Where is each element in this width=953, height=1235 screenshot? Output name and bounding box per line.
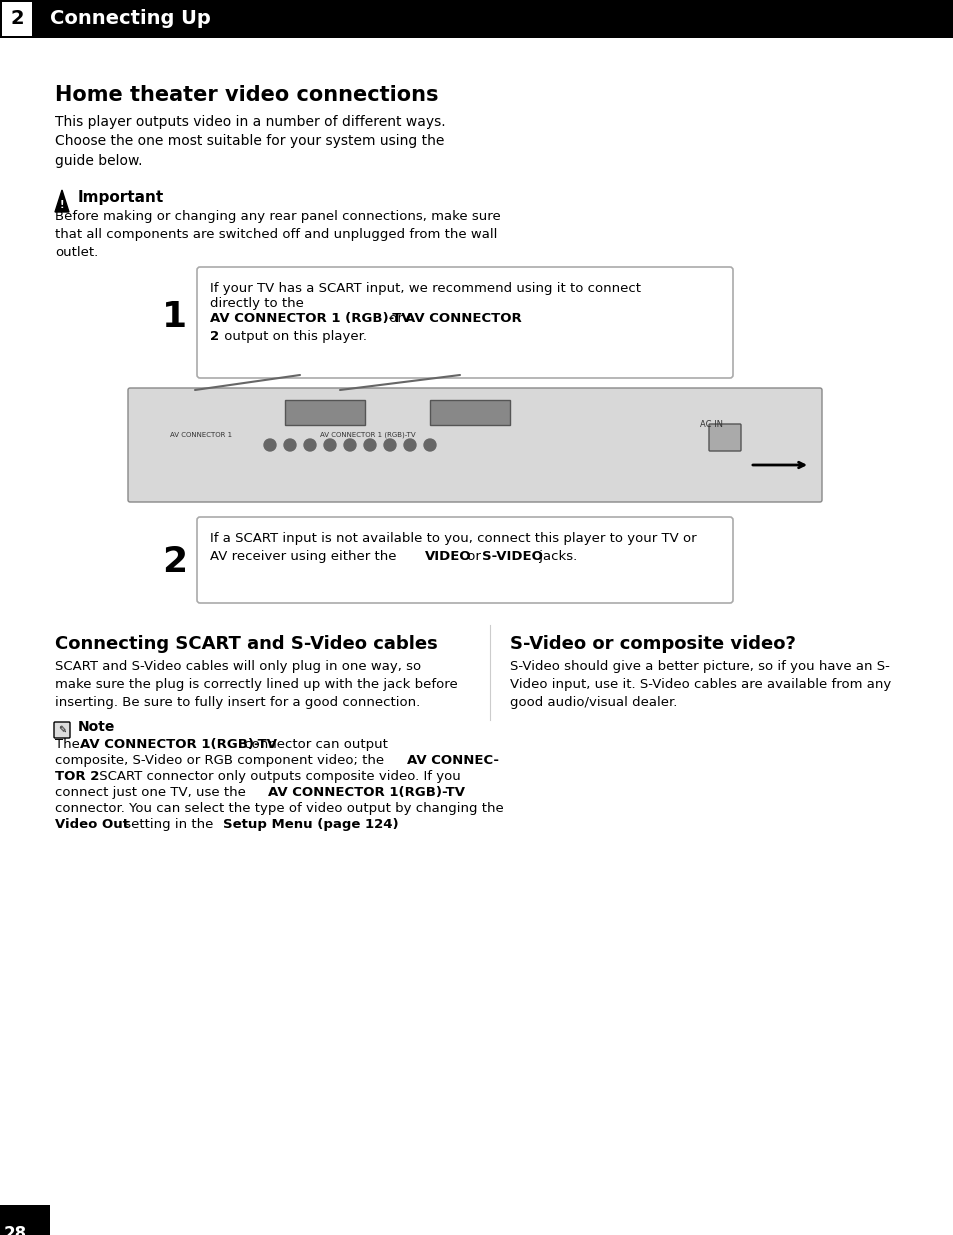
Circle shape xyxy=(324,438,335,451)
Text: output on this player.: output on this player. xyxy=(220,330,367,343)
Circle shape xyxy=(344,438,355,451)
Text: 1: 1 xyxy=(162,300,188,333)
Text: SCART and S-Video cables will only plug in one way, so
make sure the plug is cor: SCART and S-Video cables will only plug … xyxy=(55,659,457,709)
Polygon shape xyxy=(55,190,69,212)
Text: composite, S-Video or RGB component video; the: composite, S-Video or RGB component vide… xyxy=(55,755,388,767)
FancyBboxPatch shape xyxy=(285,400,365,425)
Text: AV CONNEC-: AV CONNEC- xyxy=(407,755,498,767)
Text: Important: Important xyxy=(78,190,164,205)
Text: Before making or changing any rear panel connections, make sure
that all compone: Before making or changing any rear panel… xyxy=(55,210,500,259)
Text: AV CONNECTOR 1(RGB)-TV: AV CONNECTOR 1(RGB)-TV xyxy=(268,785,464,799)
FancyBboxPatch shape xyxy=(54,722,70,739)
Text: AV CONNECTOR 1: AV CONNECTOR 1 xyxy=(170,432,232,438)
FancyBboxPatch shape xyxy=(196,517,732,603)
Text: If your TV has a SCART input, we recommend using it to connect
directly to the: If your TV has a SCART input, we recomme… xyxy=(210,282,640,310)
Text: AC IN: AC IN xyxy=(700,420,722,429)
Text: Video Out: Video Out xyxy=(55,818,129,831)
Text: The: The xyxy=(55,739,84,751)
Circle shape xyxy=(423,438,436,451)
FancyBboxPatch shape xyxy=(0,1205,50,1235)
FancyBboxPatch shape xyxy=(2,2,32,36)
Text: connector can output: connector can output xyxy=(240,739,388,751)
Text: connect just one TV, use the: connect just one TV, use the xyxy=(55,785,250,799)
Text: SCART connector only outputs composite video. If you: SCART connector only outputs composite v… xyxy=(95,769,460,783)
FancyBboxPatch shape xyxy=(708,424,740,451)
Text: .: . xyxy=(388,818,392,831)
FancyBboxPatch shape xyxy=(0,0,953,38)
Circle shape xyxy=(384,438,395,451)
FancyBboxPatch shape xyxy=(128,388,821,501)
Circle shape xyxy=(364,438,375,451)
Text: or: or xyxy=(462,550,485,563)
Text: setting in the: setting in the xyxy=(120,818,217,831)
Text: AV CONNECTOR 1 (RGB)-TV: AV CONNECTOR 1 (RGB)-TV xyxy=(319,432,416,438)
FancyBboxPatch shape xyxy=(196,267,732,378)
Text: AV receiver using either the: AV receiver using either the xyxy=(210,550,400,563)
Circle shape xyxy=(284,438,295,451)
Circle shape xyxy=(403,438,416,451)
Text: 2: 2 xyxy=(10,10,24,28)
Text: jacks.: jacks. xyxy=(535,550,577,563)
Text: This player outputs video in a number of different ways.
Choose the one most sui: This player outputs video in a number of… xyxy=(55,115,445,168)
Circle shape xyxy=(304,438,315,451)
FancyBboxPatch shape xyxy=(0,0,38,38)
Text: TOR 2: TOR 2 xyxy=(55,769,99,783)
Text: AV CONNECTOR: AV CONNECTOR xyxy=(405,312,521,325)
Text: VIDEO: VIDEO xyxy=(424,550,471,563)
Text: Note: Note xyxy=(78,720,115,734)
Text: En: En xyxy=(8,1210,22,1220)
Text: 28: 28 xyxy=(4,1225,27,1235)
Circle shape xyxy=(264,438,275,451)
Text: 2: 2 xyxy=(162,545,188,579)
Text: Home theater video connections: Home theater video connections xyxy=(55,85,438,105)
FancyBboxPatch shape xyxy=(430,400,510,425)
Text: connector. You can select the type of video output by changing the: connector. You can select the type of vi… xyxy=(55,802,503,815)
Text: S-Video or composite video?: S-Video or composite video? xyxy=(510,635,795,653)
Text: Connecting Up: Connecting Up xyxy=(50,10,211,28)
Text: ✎: ✎ xyxy=(58,725,66,735)
Text: or: or xyxy=(385,312,407,325)
Text: If a SCART input is not available to you, connect this player to your TV or: If a SCART input is not available to you… xyxy=(210,532,696,545)
Text: AV CONNECTOR 1(RGB)-TV: AV CONNECTOR 1(RGB)-TV xyxy=(80,739,276,751)
Text: Setup Menu (page 124): Setup Menu (page 124) xyxy=(223,818,398,831)
Text: AV CONNECTOR 1 (RGB)-TV: AV CONNECTOR 1 (RGB)-TV xyxy=(210,312,411,325)
Text: S-Video should give a better picture, so if you have an S-
Video input, use it. : S-Video should give a better picture, so… xyxy=(510,659,890,709)
Text: !: ! xyxy=(60,200,64,210)
Text: S-VIDEO: S-VIDEO xyxy=(481,550,542,563)
Text: 2: 2 xyxy=(210,330,219,343)
Text: Connecting SCART and S-Video cables: Connecting SCART and S-Video cables xyxy=(55,635,437,653)
